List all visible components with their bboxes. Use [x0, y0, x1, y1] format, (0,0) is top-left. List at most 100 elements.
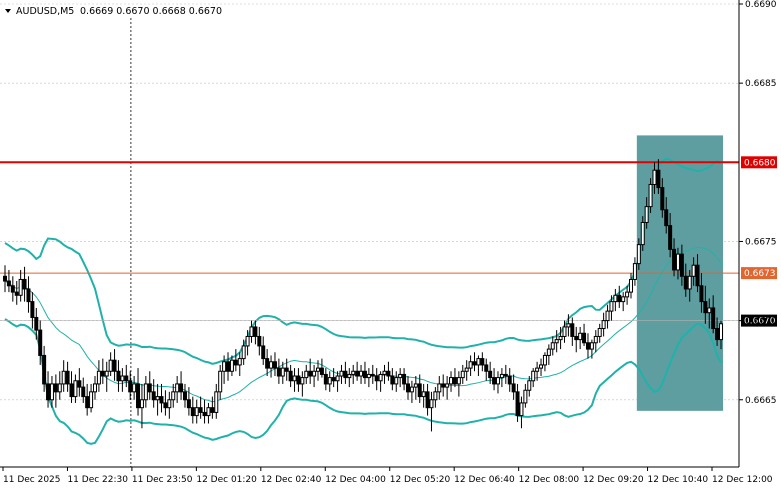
candle-body: [218, 370, 223, 393]
candle-body: [339, 370, 344, 377]
x-tick-label: 12 Dec 06:40: [454, 475, 515, 485]
candle-body: [163, 402, 168, 409]
candle-body: [159, 396, 164, 404]
candle-body: [233, 359, 238, 366]
price-tag: [741, 156, 777, 169]
candle-body: [362, 370, 367, 379]
candle-body: [30, 301, 35, 318]
candle-body: [621, 296, 626, 303]
candle-body: [378, 373, 383, 382]
candle-body: [597, 328, 602, 337]
candle-body: [629, 278, 634, 293]
candle-body: [582, 332, 587, 344]
candle-body: [632, 263, 637, 280]
candle-body: [104, 370, 109, 377]
candle-body: [472, 361, 477, 366]
candle-body: [139, 399, 144, 409]
candle-body: [562, 326, 567, 337]
candle-body: [316, 367, 321, 372]
x-tick-label: 11 Dec 2025: [3, 475, 61, 485]
candle-body: [476, 358, 481, 366]
candle-body: [300, 377, 305, 385]
ohlc-values: 0.6669 0.6670 0.6668 0.6670: [80, 6, 222, 17]
candle-body: [539, 364, 544, 369]
candle-body: [143, 383, 148, 401]
candle-body: [14, 291, 19, 296]
candle-body: [331, 377, 336, 382]
x-tick-label: 12 Dec 01:20: [196, 475, 257, 485]
candle-body: [492, 377, 497, 385]
candle-body: [108, 359, 113, 372]
candle-body: [409, 386, 414, 393]
candle-body: [10, 285, 15, 293]
candle-body: [34, 316, 39, 331]
candle-body: [53, 383, 58, 393]
candle-body: [566, 323, 571, 328]
candle-body: [73, 380, 78, 398]
candle-body: [241, 345, 246, 360]
candle-body: [691, 264, 696, 277]
candle-body: [85, 396, 90, 409]
candle-body: [276, 367, 281, 377]
symbol-dropdown-icon[interactable]: [5, 9, 11, 13]
candle-body: [22, 278, 27, 290]
candle-body: [449, 377, 454, 385]
candle-body: [182, 391, 187, 401]
price-levels: 0.6680 0.6673 0.6670: [0, 156, 777, 327]
candle-body: [703, 301, 708, 314]
candle-body: [38, 329, 43, 356]
x-tick-label: 12 Dec 02:40: [261, 475, 322, 485]
candle-body: [175, 383, 180, 393]
candle-body: [347, 373, 352, 379]
price-tag-label: 0.6673: [744, 269, 776, 279]
candle-body: [711, 307, 716, 330]
candle-body: [265, 358, 270, 369]
candle-body: [151, 391, 156, 401]
candle-body: [515, 391, 520, 417]
lower-band: [4, 318, 722, 445]
candle-body: [425, 391, 430, 409]
candle-body: [417, 383, 422, 398]
candle-body: [382, 370, 387, 375]
y-tick-label: 0.6690: [745, 0, 777, 10]
candle-body: [198, 407, 203, 413]
candle-body: [433, 391, 438, 401]
x-tick-label: 12 Dec 05:20: [390, 475, 451, 485]
candle-body: [147, 383, 152, 393]
candle-body: [652, 169, 657, 185]
candle-body: [335, 375, 340, 382]
symbol-label: AUDUSD,M5: [16, 6, 74, 17]
candle-body: [374, 375, 379, 382]
candle-body: [386, 370, 391, 377]
candle-body: [511, 383, 516, 393]
candle-body: [625, 291, 630, 298]
candle-body: [288, 370, 293, 382]
candle-body: [284, 367, 289, 372]
candle-body: [558, 335, 563, 341]
candle-body: [120, 375, 125, 382]
candle-body: [214, 391, 219, 413]
x-tick-label: 12 Dec 09:20: [583, 475, 644, 485]
candle-body: [402, 373, 407, 385]
candle-body: [644, 206, 649, 223]
price-tag-label: 0.6680: [744, 158, 776, 168]
upper-band: [4, 157, 722, 365]
candle-body: [664, 209, 669, 227]
candle-body: [660, 187, 665, 211]
candle-body: [519, 402, 524, 417]
candle-body: [488, 370, 493, 379]
candle-body: [636, 244, 641, 265]
candle-body: [206, 407, 211, 417]
candle-body: [128, 380, 133, 393]
candle-body: [296, 375, 301, 385]
candle-body: [413, 383, 418, 388]
candle-body: [394, 377, 399, 385]
candle-body: [550, 342, 555, 350]
candle-body: [675, 253, 680, 271]
candle-body: [229, 359, 234, 372]
candle-body: [327, 377, 332, 385]
candle-body: [719, 323, 723, 341]
y-tick-label: 0.6670: [745, 317, 777, 327]
candle-body: [179, 383, 184, 393]
